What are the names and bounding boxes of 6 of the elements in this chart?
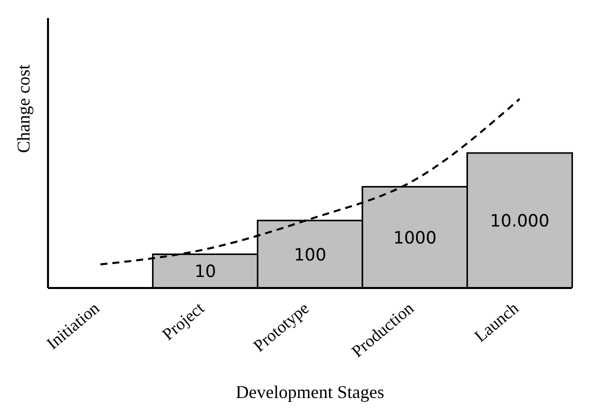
y-axis-title: Change cost bbox=[13, 64, 34, 153]
data-label: 10 bbox=[194, 262, 216, 282]
data-label: 1000 bbox=[393, 228, 437, 248]
data-label: 100 bbox=[294, 245, 326, 266]
x-axis-title: Development Stages bbox=[236, 382, 384, 402]
data-label: 10.000 bbox=[490, 212, 550, 232]
